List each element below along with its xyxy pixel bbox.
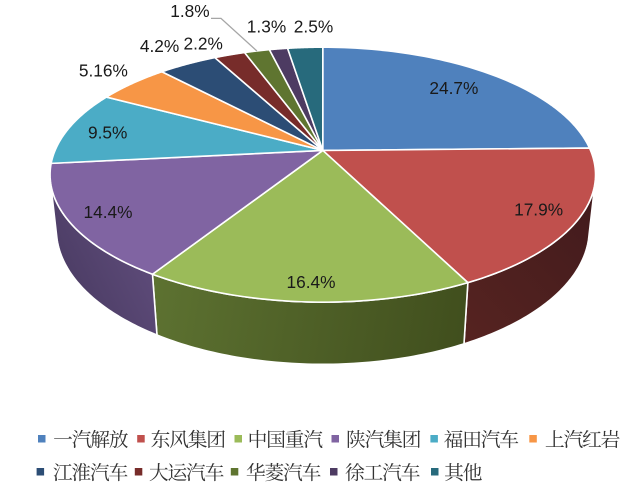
svg-text:24.7%: 24.7% (429, 78, 478, 98)
svg-text:4.2%: 4.2% (140, 36, 179, 56)
svg-text:1.3%: 1.3% (247, 16, 286, 36)
svg-text:16.4%: 16.4% (286, 272, 335, 292)
svg-text:5.16%: 5.16% (79, 61, 128, 81)
svg-text:1.8%: 1.8% (170, 1, 209, 21)
svg-text:2.5%: 2.5% (294, 16, 333, 36)
svg-text:14.4%: 14.4% (83, 202, 132, 222)
svg-text:17.9%: 17.9% (514, 199, 563, 219)
svg-text:2.2%: 2.2% (184, 34, 223, 54)
svg-text:9.5%: 9.5% (88, 123, 127, 143)
